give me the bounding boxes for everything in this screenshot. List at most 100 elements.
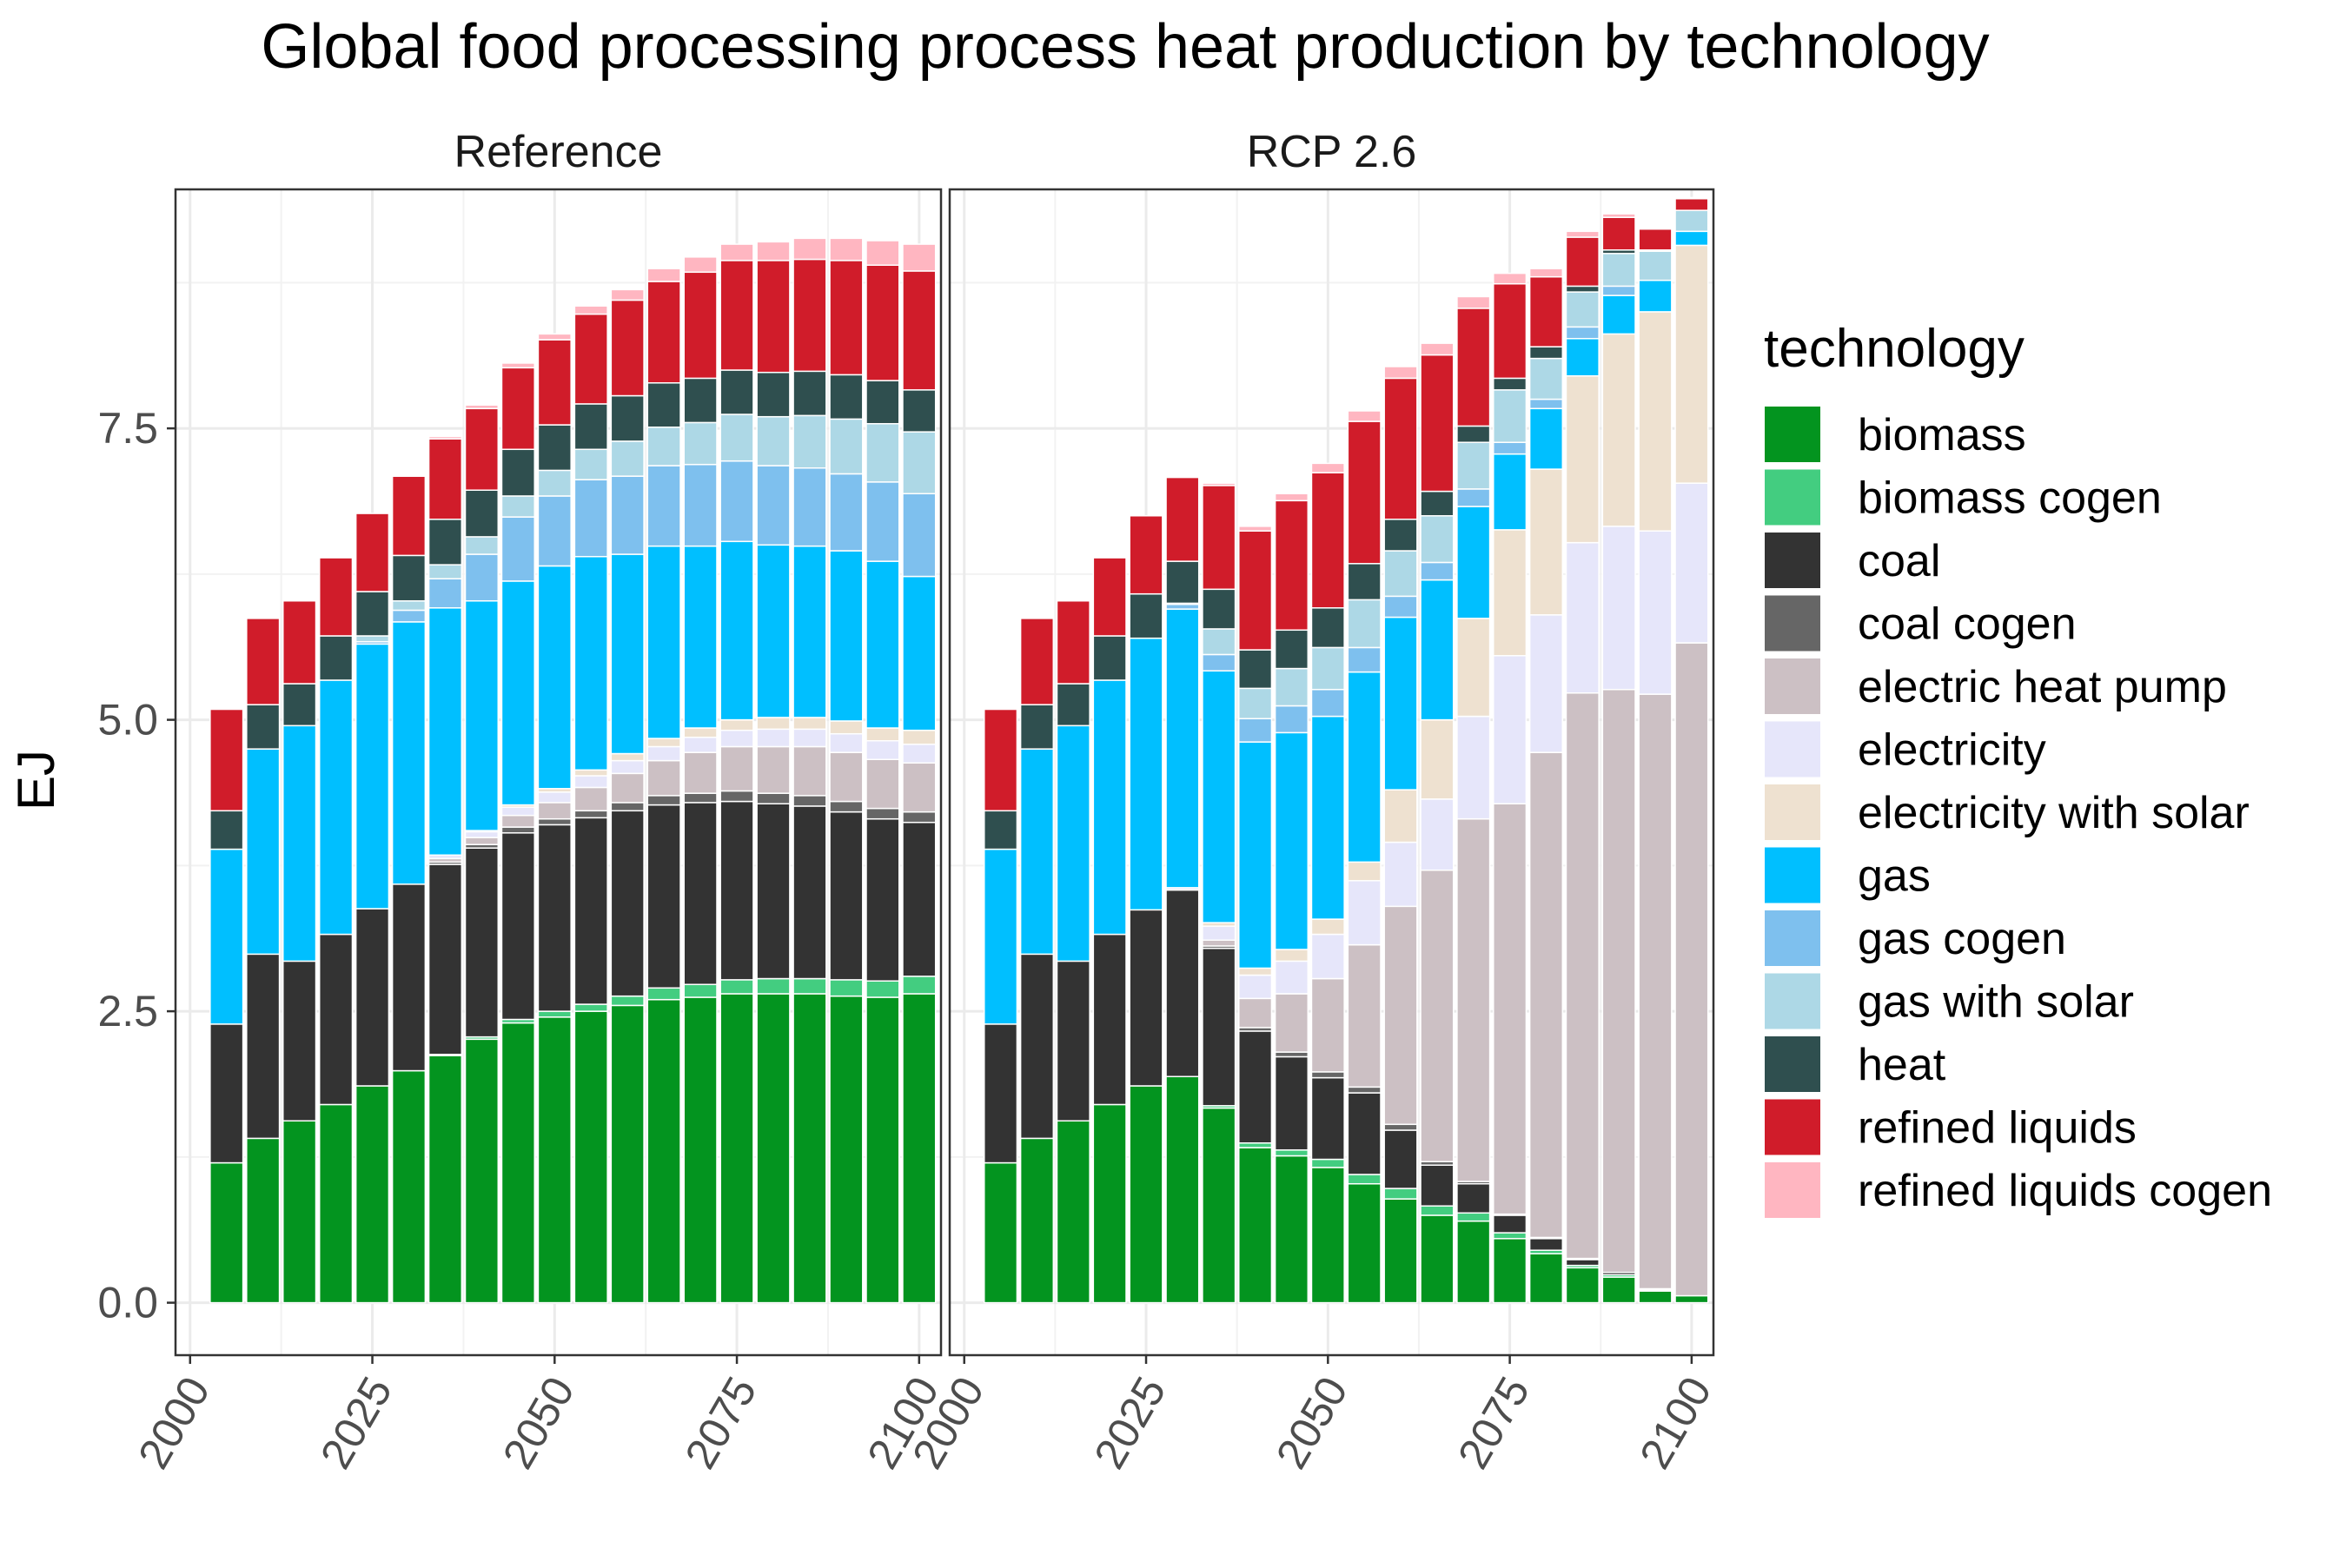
bar-segment-electricity [719,729,754,748]
bar-segment-electric-heat-pump [829,751,864,803]
bar-segment-biomass-cogen [537,1010,572,1018]
bar-segment-biomass-cogen [1493,1232,1528,1240]
bar-segment-electric-heat-pump [1238,997,1273,1029]
bar-segment-gas [1638,279,1673,313]
bar-segment-heat [209,810,244,850]
bar-segment-heat [537,424,572,472]
bar-segment-electric-heat-pump [537,802,572,820]
bar-segment-coal [1274,1055,1309,1151]
bar-segment-coal [1165,889,1200,1078]
bar-segment-coal [1347,1092,1382,1175]
bar-segment-biomass-cogen [865,980,900,998]
x-tick-label: 2000 [129,1369,219,1477]
bar-segment-refined-liquids [464,407,500,491]
bar-segment-refined-liquids-cogen [646,268,681,282]
bar-segment-refined-liquids-cogen [792,237,827,261]
bar-segment-electric-heat-pump [464,837,500,845]
bar-segment-refined-liquids [1638,228,1673,251]
bar-segment-refined-liquids-cogen [1456,295,1491,309]
bar-segment-gas [1493,453,1528,531]
bar-segment-electric-heat-pump [1274,993,1309,1053]
bar-segment-refined-liquids [537,339,572,426]
bar-segment-coal [1019,953,1055,1140]
bar-segment-refined-liquids [318,557,354,637]
bar-segment-gas-cogen [1601,285,1636,296]
y-tick-label: 7.5 [97,404,158,453]
bar-segment-gas [1310,715,1345,920]
bar-segment-gas-cogen [610,475,645,555]
legend-item-electric-heat-pump: electric heat pump [1763,657,2227,716]
bar-segment-refined-liquids [1528,275,1564,347]
bar-segment-biomass-cogen [1310,1158,1345,1168]
bar-segment-coal-cogen [829,800,864,813]
bar-segment-electricity [1601,526,1636,691]
bar-segment-refined-liquids [1056,599,1090,685]
bar-segment-gas-with-solar [1202,628,1236,656]
bar-segment-coal [683,802,718,985]
bar-segment-heat [1202,588,1236,630]
bar-segment-coal [756,803,791,980]
bar-segment-electric-heat-pump [719,745,754,792]
bar-segment-heat [1383,519,1418,552]
bar-segment-electricity [1420,798,1455,871]
bar-segment-refined-liquids [1019,618,1055,705]
bar-segment-electricity-with-solar [610,752,645,762]
bar-segment-electricity-with-solar [1310,918,1345,936]
bar-segment-refined-liquids [500,367,535,451]
legend-key [1763,1097,1822,1157]
bar-segment-electric-heat-pump [1347,943,1382,1088]
bar-segment-gas-with-solar [646,427,681,466]
bar-segment-electric-heat-pump [1202,939,1236,947]
bar-segment-gas [646,545,681,739]
bar-segment-refined-liquids-cogen [610,288,645,301]
bar-segment-coal [984,1023,1018,1164]
bar-segment-electricity [464,830,500,838]
bar-segment-electric-heat-pump [902,762,937,813]
bar-segment-refined-liquids [829,260,864,376]
bar-segment-gas-cogen [1347,646,1382,673]
bar-segment-refined-liquids [646,281,681,384]
bar-segment-refined-liquids [1347,420,1382,565]
bar-segment-coal [1383,1129,1418,1189]
bar-segment-gas [1420,579,1455,721]
bar-segment-coal-cogen [865,807,900,820]
bar-segment-electricity-with-solar [1274,949,1309,963]
bar-segment-gas [355,643,390,910]
bar-segment-coal-cogen [1310,1071,1345,1079]
bar-segment-coal-cogen [500,826,535,834]
bar-segment-electricity-with-solar [573,769,608,777]
bar-segment-coal [391,883,427,1072]
bar-segment-electricity-with-solar [719,718,754,731]
legend-title: technology [1764,319,2025,379]
bar-segment-refined-liquids-cogen [902,243,937,272]
bar-segment-heat [1456,425,1491,443]
bar-segment-gas-with-solar [537,469,572,497]
bar-segment-gas [792,545,827,718]
bar-segment-gas [719,540,754,721]
bar-segment-gas-cogen [719,460,754,543]
bar-segment-gas-with-solar [756,415,791,466]
bar-segment-heat [500,448,535,497]
bar-segment-electric-heat-pump [683,751,718,794]
legend-item-gas-with-solar: gas with solar [1763,971,2134,1031]
bar-segment-coal-cogen [573,810,608,819]
bar-segment-gas-with-solar [1274,667,1309,707]
bar-segment-biomass [1638,1290,1673,1304]
bar-segment-coal-cogen [537,817,572,826]
bar-segment-biomass [1274,1154,1309,1304]
bar-segment-biomass [719,993,754,1304]
bar-segment-coal [1565,1259,1600,1267]
legend-key [1763,909,1822,968]
bar-segment-gas [1456,506,1491,619]
bar-segment-refined-liquids [792,258,827,373]
bar-segment-biomass [1347,1182,1382,1304]
bar-segment-biomass [282,1120,317,1304]
bar-segment-refined-liquids [1383,377,1418,520]
bar-segment-gas-cogen [646,465,681,547]
bar-segment-gas-cogen [683,463,718,547]
bar-segment-refined-liquids [573,313,608,405]
bar-segment-refined-liquids [1420,354,1455,493]
y-tick-label: 2.5 [97,987,158,1035]
bar-segment-biomass [756,993,791,1304]
legend-key [1763,405,1822,464]
